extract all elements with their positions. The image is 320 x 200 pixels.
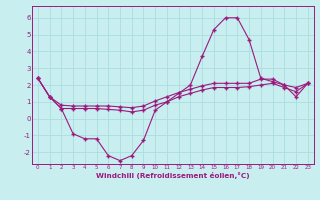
X-axis label: Windchill (Refroidissement éolien,°C): Windchill (Refroidissement éolien,°C) xyxy=(96,172,250,179)
